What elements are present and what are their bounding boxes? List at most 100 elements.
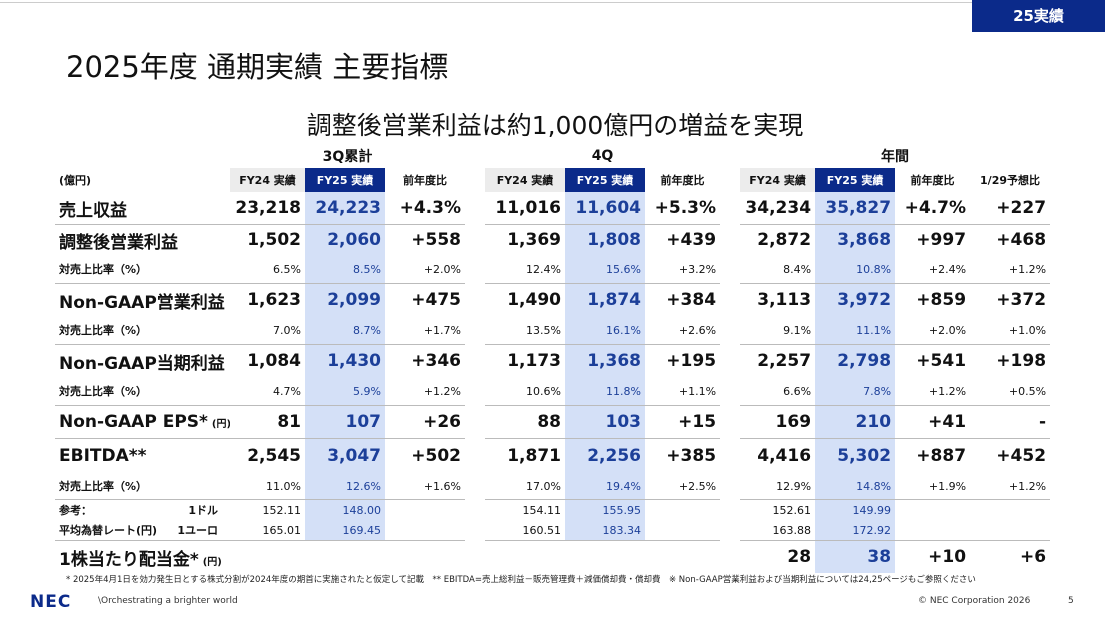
cell: 1,084 <box>247 351 301 371</box>
cell: 8.4% <box>740 255 816 284</box>
row-label: 対売上比率（%） <box>55 377 230 406</box>
cell: 155.95 <box>565 499 645 520</box>
cell: +558 <box>411 230 461 250</box>
row-label-text: Non-GAAP営業利益 <box>59 292 225 313</box>
cell: +475 <box>411 290 461 310</box>
cell: 9.1% <box>740 316 816 345</box>
column-header: FY24 実績 <box>485 168 565 192</box>
row-label-text: Non-GAAP EPS* <box>59 412 208 432</box>
cell: +1.0% <box>970 316 1051 345</box>
cell: 16.1% <box>565 316 645 345</box>
row-label-text: 調整後営業利益 <box>59 232 178 253</box>
gap <box>720 439 740 474</box>
cell: 183.34 <box>565 520 645 541</box>
row-label: Non-GAAP営業利益 <box>55 284 230 317</box>
cell: 17.0% <box>485 473 565 500</box>
cell: 2,798 <box>815 344 896 377</box>
cell: 38 <box>815 540 896 573</box>
row-label: EBITDA** <box>55 439 230 474</box>
cell: +2.5% <box>645 473 721 500</box>
logo: NEC <box>30 592 72 612</box>
cell: +26 <box>385 405 465 439</box>
cell: 6.5% <box>230 255 305 284</box>
column-header: 1/29予想比 <box>980 174 1041 187</box>
gap <box>465 377 485 406</box>
gap <box>720 345 740 378</box>
cell: 6.6% <box>740 377 816 406</box>
gap <box>465 192 485 225</box>
gap <box>720 284 740 317</box>
row-label: 売上収益 <box>55 192 230 225</box>
table-row: 平均為替レート(円) 1ユーロ 165.01 169.45 160.51 183.34 16… <box>55 520 1051 541</box>
gap <box>465 168 485 192</box>
cell: +541 <box>916 351 967 371</box>
row-label-text: 参考： <box>59 504 92 517</box>
cell: 8.7% <box>305 316 385 345</box>
table-row: 対売上比率（%） 11.0% 12.6% +1.6% 17.0% 19.4% +2.5% 12… <box>55 473 1051 500</box>
cell: 8.5% <box>305 255 385 284</box>
table-row: 売上収益 23,218 24,223 +4.3% 11,016 11,604 +5.3% 34… <box>55 192 1051 225</box>
cell: 165.01 <box>230 520 305 541</box>
cell: 11,016 <box>485 192 565 225</box>
row-label: 調整後営業利益 <box>55 225 230 256</box>
table-row: 対売上比率（%） 4.7% 5.9% +1.2% 10.6% 11.8% +1.1% 6.6%… <box>55 377 1051 406</box>
cell: 7.8% <box>815 377 896 406</box>
cell: +0.5% <box>970 377 1051 406</box>
cell: 11,604 <box>565 192 645 225</box>
cell: +1.2% <box>970 473 1051 500</box>
copyright: © NEC Corporation 2026 <box>918 596 1031 606</box>
gap <box>465 473 485 500</box>
cell: 10.8% <box>815 255 896 284</box>
gap <box>720 225 740 256</box>
cell: 15.6% <box>565 255 645 284</box>
cell: +1.6% <box>385 473 465 500</box>
table-row: 対売上比率（%） 6.5% 8.5% +2.0% 12.4% 15.6% +3.2% 8.4%… <box>55 255 1051 284</box>
cell <box>565 541 645 574</box>
kpi-table: 3Q累計 4Q 年間 (億円) FY24 実績 FY25 実績 前年度比 FY24 実績 FY2… <box>55 144 1051 574</box>
gap <box>465 520 485 541</box>
row-label-text: 対売上比率（%） <box>59 480 148 493</box>
cell: 1,808 <box>565 224 645 255</box>
group-label: 年間 <box>881 149 910 165</box>
cell: 2,545 <box>247 446 301 466</box>
cell: 169 <box>740 405 816 439</box>
headline: 調整後営業利益は約1,000億円の増益を実現 <box>306 111 804 140</box>
cell: +15 <box>645 405 721 439</box>
cell: 154.11 <box>522 503 562 517</box>
column-header: 前年度比 <box>660 174 705 187</box>
gap <box>720 541 740 574</box>
row-label-text: 1株当たり配当金* <box>59 549 199 570</box>
gap <box>465 500 485 521</box>
footnote: * 2025年4月1日を効力発生日とする株式分割が2024年度の期首に実施された… <box>66 575 976 585</box>
cell: 11.1% <box>815 316 896 345</box>
cell: +1.9% <box>895 473 971 500</box>
row-label: 対売上比率（%） <box>55 473 230 500</box>
cell: 107 <box>305 405 385 439</box>
cell: +10 <box>928 547 967 567</box>
gap <box>720 500 740 521</box>
cell: 3,868 <box>815 224 896 255</box>
cell: 103 <box>565 405 645 439</box>
column-header: FY24 実績 <box>230 168 305 192</box>
column-header: FY25 実績 <box>815 168 896 192</box>
cell: 2,872 <box>757 230 812 250</box>
cell: 152.11 <box>262 503 302 517</box>
cell <box>230 541 305 574</box>
cell: 34,234 <box>740 192 816 225</box>
gap <box>720 192 740 225</box>
cell: +502 <box>411 446 461 466</box>
cell: 3,047 <box>305 438 385 473</box>
gap <box>720 316 740 345</box>
table-row: Non-GAAP EPS* (円) 81 107 +26 88 103 +15 169 210 +4… <box>55 405 1051 439</box>
cell <box>970 500 1050 521</box>
cell: +452 <box>996 446 1047 466</box>
cell: 11.8% <box>565 377 645 406</box>
cell: +997 <box>916 230 967 250</box>
cell: +4.3% <box>385 192 465 225</box>
cell: +41 <box>895 405 971 439</box>
cell <box>645 520 721 541</box>
row-label-text: 対売上比率（%） <box>59 324 148 337</box>
gap <box>465 541 485 574</box>
cell: 1,490 <box>507 290 561 310</box>
